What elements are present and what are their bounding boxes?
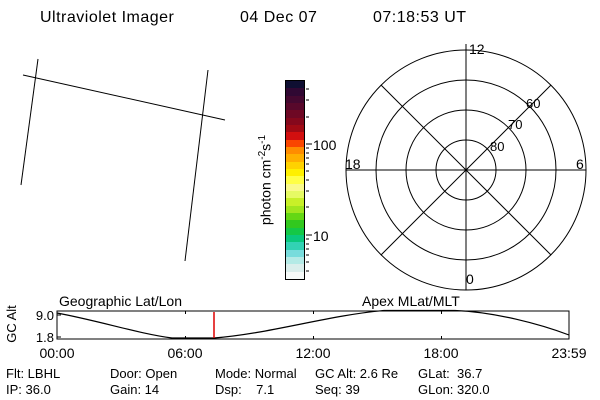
geo-panel-title: Geographic Lat/Lon bbox=[59, 293, 182, 309]
colorbar-unit-exp2: -1 bbox=[257, 134, 268, 144]
colorbar-band bbox=[286, 198, 304, 206]
colorbar-tick-100: 100 bbox=[313, 137, 337, 153]
colorbar-band bbox=[286, 249, 304, 257]
colorbar-band bbox=[286, 176, 304, 184]
colorbar-band bbox=[286, 168, 304, 177]
colorbar-band bbox=[286, 242, 304, 250]
time-label: 07:18:53 UT bbox=[373, 9, 467, 26]
mlt-label-6: 6 bbox=[576, 156, 584, 172]
gc-alt-curve bbox=[56, 309, 570, 339]
mlat-label-60: 60 bbox=[526, 96, 541, 111]
colorbar-band bbox=[286, 264, 304, 272]
gc-alt-axis-ticks bbox=[57, 311, 442, 339]
mlat-label-80: 80 bbox=[490, 139, 505, 154]
status-gain: Gain: 14 bbox=[110, 382, 160, 397]
colorbar-band bbox=[286, 95, 304, 103]
colorbar-band bbox=[286, 154, 304, 162]
mlt-label-0: 0 bbox=[466, 271, 474, 287]
gc-alt-ylabel: GC Alt bbox=[4, 305, 19, 343]
date-label: 04 Dec 07 bbox=[240, 9, 318, 26]
colorbar-band bbox=[286, 220, 304, 228]
mlt-label-12: 12 bbox=[469, 41, 485, 57]
status-glon: GLon: 320.0 bbox=[418, 382, 490, 397]
xtick-2359: 23:59 bbox=[551, 345, 587, 361]
colorbar-band bbox=[286, 139, 304, 147]
colorbar-unit-label: photon cm-2s-1 bbox=[257, 105, 274, 255]
status-ip: IP: 36.0 bbox=[6, 382, 51, 397]
colorbar-band bbox=[286, 227, 304, 235]
colorbar-band bbox=[286, 190, 304, 199]
colorbar-tick-10: 10 bbox=[313, 228, 329, 244]
colorbar-band bbox=[286, 205, 304, 213]
ytick-1-8: 1.8 bbox=[35, 330, 54, 345]
colorbar-gradient bbox=[285, 80, 305, 280]
colorbar-ticks bbox=[306, 88, 312, 272]
colorbar-band bbox=[286, 132, 304, 140]
polar-grid bbox=[345, 44, 587, 291]
ytick-9: 9.0 bbox=[35, 308, 54, 323]
xtick-0600: 06:00 bbox=[167, 345, 203, 361]
mlt-label-18: 18 bbox=[345, 156, 361, 172]
colorbar-band bbox=[286, 271, 304, 279]
status-mode: Mode: Normal bbox=[215, 366, 297, 381]
status-seq: Seq: 39 bbox=[315, 382, 360, 397]
colorbar-band bbox=[286, 110, 304, 118]
colorbar-band bbox=[286, 256, 304, 265]
xtick-1800: 18:00 bbox=[423, 345, 459, 361]
gc-alt-chart bbox=[56, 309, 570, 340]
app-title: Ultraviolet Imager bbox=[40, 9, 175, 26]
geo-grid-lines bbox=[20, 58, 226, 262]
xtick-0000: 00:00 bbox=[39, 345, 75, 361]
colorbar-band bbox=[286, 212, 304, 221]
xtick-1200: 12:00 bbox=[295, 345, 331, 361]
status-gc-alt: GC Alt: 2.6 Re bbox=[315, 366, 399, 381]
colorbar-band bbox=[286, 117, 304, 125]
colorbar-unit-exp1: -2 bbox=[257, 150, 268, 160]
colorbar-band bbox=[286, 88, 304, 96]
colorbar-band bbox=[286, 183, 304, 191]
status-door: Door: Open bbox=[110, 366, 178, 381]
colorbar-band bbox=[286, 161, 304, 169]
colorbar-unit-mid: s bbox=[257, 143, 274, 151]
colorbar-unit-prefix: photon cm bbox=[257, 159, 274, 226]
colorbar-band bbox=[286, 234, 304, 243]
status-flt: Flt: LBHL bbox=[6, 366, 61, 381]
colorbar-band bbox=[286, 102, 304, 111]
mlat-label-70: 70 bbox=[508, 117, 523, 132]
colorbar-band bbox=[286, 146, 304, 155]
colorbar-band bbox=[286, 124, 304, 133]
colorbar-band bbox=[286, 81, 304, 89]
status-glat: GLat: 36.7 bbox=[418, 366, 483, 381]
apex-panel-title: Apex MLat/MLT bbox=[362, 293, 460, 309]
status-dsp: Dsp: 7.1 bbox=[215, 382, 275, 397]
